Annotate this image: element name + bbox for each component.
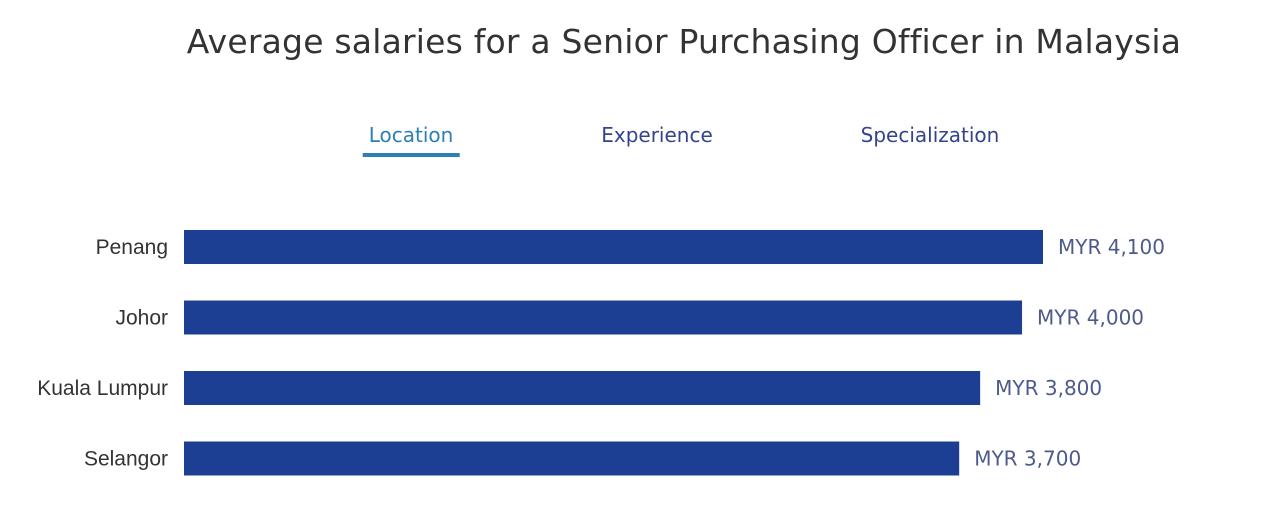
value-label: MYR 4,000 — [1037, 306, 1144, 330]
bar-johor — [184, 300, 1023, 335]
bar-kuala-lumpur — [184, 371, 981, 405]
value-label: MYR 3,800 — [995, 376, 1102, 400]
tab-specialization[interactable]: Specialization — [855, 122, 1006, 153]
category-label: Kuala Lumpur — [37, 377, 168, 400]
category-label: Selangor — [84, 448, 168, 471]
page-title: Average salaries for a Senior Purchasing… — [186, 22, 1182, 61]
category-label: Johor — [115, 307, 168, 330]
value-label: MYR 3,700 — [974, 447, 1081, 471]
tab-location[interactable]: Location — [362, 122, 460, 157]
value-label: MYR 4,100 — [1058, 235, 1165, 259]
tab-bar: Location Experience Specialization — [0, 122, 1285, 162]
bar-selangor — [184, 441, 960, 476]
bar-penang — [184, 230, 1043, 264]
tab-experience[interactable]: Experience — [595, 122, 719, 153]
category-label: Penang — [96, 236, 168, 259]
